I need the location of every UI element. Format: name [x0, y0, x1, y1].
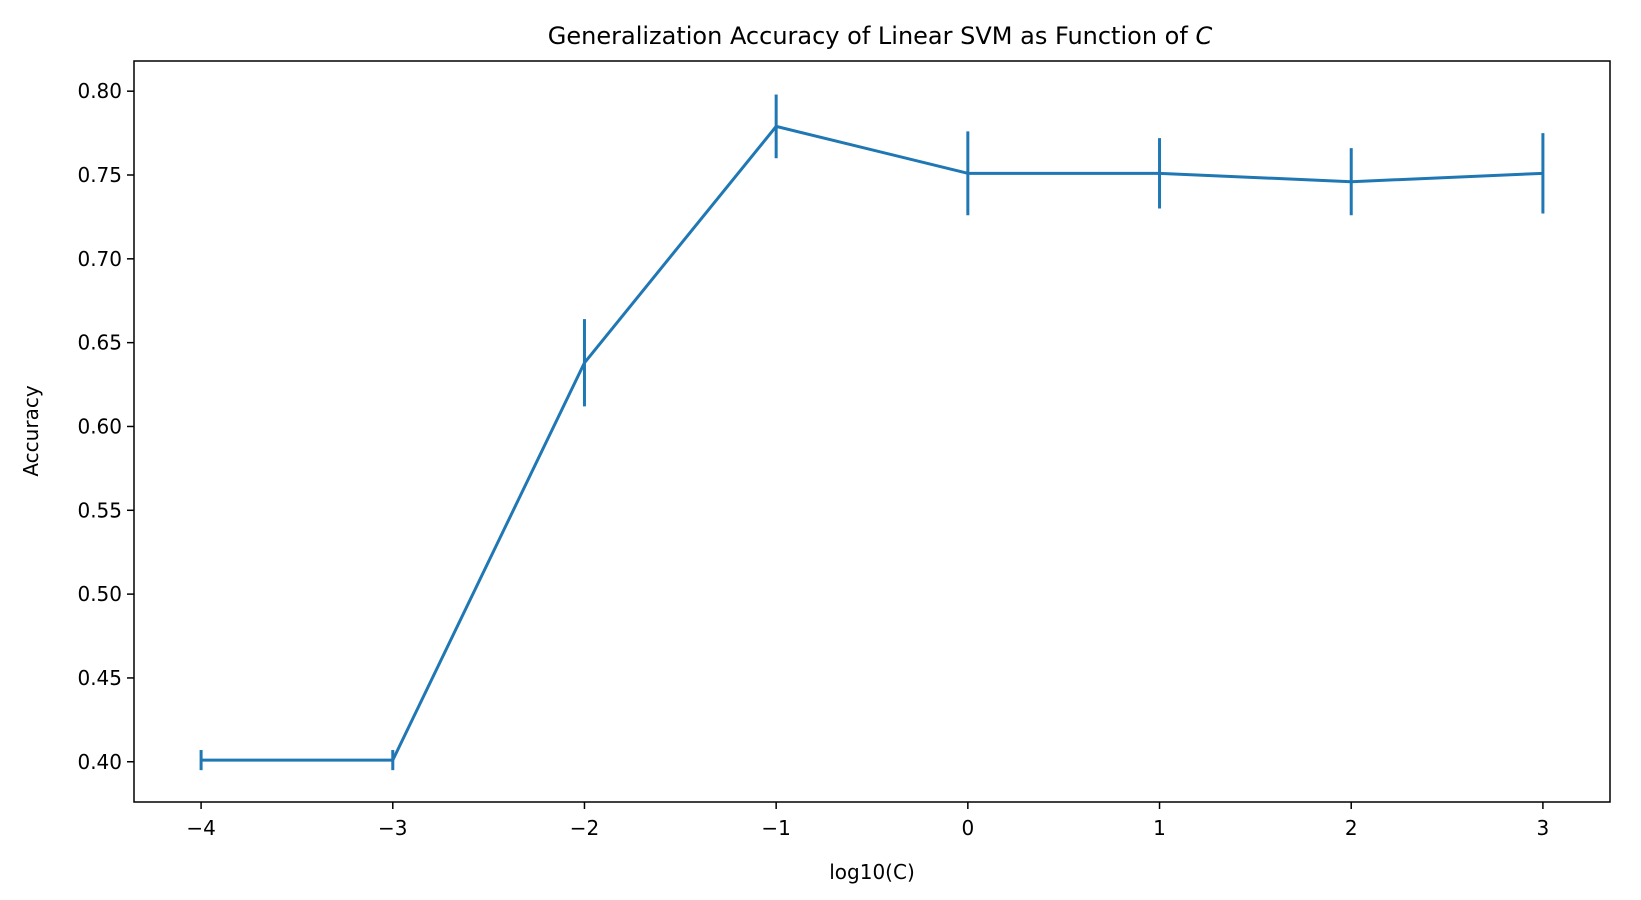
- y-tick-label: 0.40: [77, 750, 122, 774]
- x-tick-label: −2: [570, 816, 599, 840]
- y-tick-label: 0.55: [77, 498, 122, 522]
- series-line: [201, 124, 1543, 762]
- chart-title: Generalization Accuracy of Linear SVM as…: [548, 22, 1213, 50]
- plot-layer: [199, 94, 1545, 771]
- x-tick-label: −3: [378, 816, 407, 840]
- x-tick-label: 3: [1537, 816, 1550, 840]
- x-ticks: −4 −3 −2 −1 0 1 2 3: [186, 802, 1549, 840]
- x-tick-label: −4: [186, 816, 215, 840]
- x-tick-label: 1: [1153, 816, 1166, 840]
- x-tick-label: −1: [761, 816, 790, 840]
- x-axis-label: log10(C): [829, 860, 915, 884]
- y-ticks: 0.40 0.45 0.50 0.55 0.60 0.65 0.70 0.75 0.80: [77, 79, 134, 774]
- y-tick-label: 0.70: [77, 247, 122, 271]
- plot-frame: [133, 60, 1611, 803]
- y-tick-label: 0.65: [77, 331, 122, 355]
- x-tick-label: 0: [961, 816, 974, 840]
- x-tick-label: 2: [1345, 816, 1358, 840]
- y-tick-label: 0.75: [77, 163, 122, 187]
- y-tick-label: 0.50: [77, 582, 122, 606]
- y-tick-label: 0.45: [77, 666, 122, 690]
- y-tick-label: 0.60: [77, 414, 122, 438]
- y-tick-label: 0.80: [77, 79, 122, 103]
- y-axis-label: Accuracy: [19, 385, 43, 476]
- chart-title-symbol: C: [1195, 22, 1212, 50]
